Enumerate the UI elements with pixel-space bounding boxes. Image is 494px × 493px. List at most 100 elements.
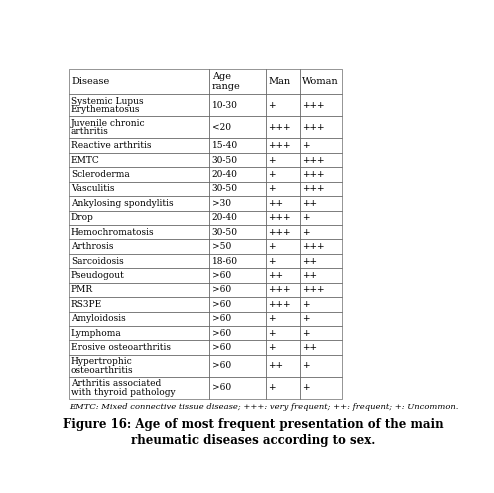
Text: Woman: Woman: [302, 77, 339, 86]
Bar: [266, 254, 300, 268]
Text: Arthrosis: Arthrosis: [71, 242, 114, 251]
Text: >60: >60: [211, 384, 231, 392]
Text: +: +: [268, 384, 276, 392]
Text: 30-50: 30-50: [211, 156, 238, 165]
Bar: [209, 268, 266, 283]
Bar: [266, 95, 300, 116]
Text: >60: >60: [211, 315, 231, 323]
Text: +++: +++: [268, 285, 291, 294]
Bar: [209, 182, 266, 196]
Bar: [209, 312, 266, 326]
Bar: [300, 240, 342, 254]
Text: +++: +++: [268, 228, 291, 237]
Text: +: +: [268, 184, 276, 193]
Bar: [300, 116, 342, 139]
Text: +: +: [268, 156, 276, 165]
Text: EMTC: Mixed connective tissue disease; +++: very frequent; ++: frequent; +: Unco: EMTC: Mixed connective tissue disease; +…: [69, 403, 459, 412]
Text: +++: +++: [302, 156, 325, 165]
Bar: [69, 341, 209, 355]
Bar: [300, 167, 342, 182]
Text: >60: >60: [211, 329, 231, 338]
Text: +: +: [302, 300, 310, 309]
Text: ++: ++: [302, 257, 317, 266]
Bar: [266, 326, 300, 341]
Bar: [266, 240, 300, 254]
Bar: [69, 225, 209, 240]
Bar: [209, 95, 266, 116]
Text: +: +: [268, 343, 276, 352]
Bar: [69, 95, 209, 116]
Bar: [300, 326, 342, 341]
Bar: [69, 377, 209, 399]
Bar: [266, 211, 300, 225]
Text: 30-50: 30-50: [211, 228, 238, 237]
Text: range: range: [211, 82, 241, 91]
Text: >60: >60: [211, 271, 231, 280]
Bar: [266, 69, 300, 95]
Text: +: +: [302, 329, 310, 338]
Bar: [69, 139, 209, 153]
Text: ++: ++: [302, 343, 317, 352]
Text: rheumatic diseases according to sex.: rheumatic diseases according to sex.: [131, 434, 375, 447]
Bar: [209, 377, 266, 399]
Bar: [300, 196, 342, 211]
Text: RS3PE: RS3PE: [71, 300, 102, 309]
Text: Vasculitis: Vasculitis: [71, 184, 115, 193]
Bar: [300, 268, 342, 283]
Bar: [266, 341, 300, 355]
Text: Erosive osteoarthritis: Erosive osteoarthritis: [71, 343, 171, 352]
Text: PMR: PMR: [71, 285, 93, 294]
Text: arthritis: arthritis: [71, 127, 109, 137]
Bar: [69, 167, 209, 182]
Bar: [209, 153, 266, 167]
Text: +++: +++: [302, 101, 325, 110]
Text: +: +: [302, 228, 310, 237]
Bar: [209, 297, 266, 312]
Bar: [209, 341, 266, 355]
Bar: [300, 254, 342, 268]
Bar: [209, 326, 266, 341]
Text: +++: +++: [268, 300, 291, 309]
Text: +++: +++: [302, 123, 325, 132]
Bar: [209, 240, 266, 254]
Bar: [69, 326, 209, 341]
Text: +: +: [268, 329, 276, 338]
Text: +: +: [302, 315, 310, 323]
Text: +: +: [302, 384, 310, 392]
Text: Sarcoidosis: Sarcoidosis: [71, 257, 124, 266]
FancyBboxPatch shape: [61, 56, 447, 443]
Bar: [300, 139, 342, 153]
Bar: [69, 240, 209, 254]
Text: +: +: [302, 141, 310, 150]
Text: Figure 16: Age of most frequent presentation of the main: Figure 16: Age of most frequent presenta…: [63, 418, 444, 431]
Text: >30: >30: [211, 199, 231, 208]
Bar: [209, 254, 266, 268]
Text: Lymphoma: Lymphoma: [71, 329, 122, 338]
Text: +++: +++: [302, 242, 325, 251]
Text: Juvenile chronic: Juvenile chronic: [71, 119, 146, 128]
Bar: [209, 211, 266, 225]
Text: +++: +++: [302, 170, 325, 179]
Text: Hemochromatosis: Hemochromatosis: [71, 228, 155, 237]
Bar: [300, 211, 342, 225]
Text: >60: >60: [211, 300, 231, 309]
Bar: [266, 268, 300, 283]
Bar: [69, 153, 209, 167]
Bar: [300, 69, 342, 95]
Bar: [266, 312, 300, 326]
Bar: [69, 268, 209, 283]
Text: Reactive arthritis: Reactive arthritis: [71, 141, 152, 150]
Bar: [266, 377, 300, 399]
Text: ++: ++: [302, 199, 317, 208]
Bar: [69, 211, 209, 225]
Bar: [266, 283, 300, 297]
Bar: [69, 116, 209, 139]
Bar: [69, 297, 209, 312]
Bar: [266, 355, 300, 377]
Bar: [300, 297, 342, 312]
Text: 18-60: 18-60: [211, 257, 238, 266]
Text: EMTC: EMTC: [71, 156, 100, 165]
Bar: [209, 139, 266, 153]
Text: <20: <20: [211, 123, 231, 132]
Text: >60: >60: [211, 361, 231, 370]
